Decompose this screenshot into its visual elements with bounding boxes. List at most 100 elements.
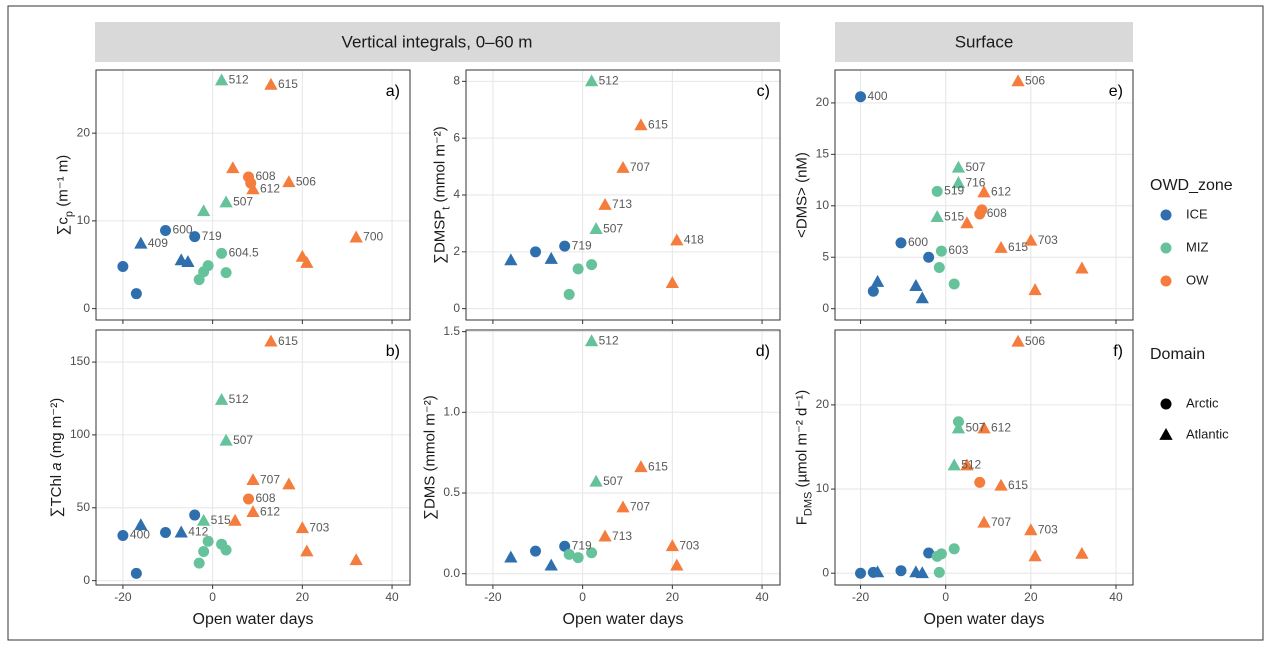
- point: [1011, 334, 1025, 347]
- point: [202, 260, 214, 272]
- point-label: 716: [965, 175, 985, 189]
- x-tick-label: 40: [755, 590, 769, 604]
- y-axis-label-part: <DMS> (nM): [794, 152, 811, 238]
- point-label: 713: [612, 197, 632, 211]
- point: [1075, 546, 1089, 559]
- point-label: 604.5: [229, 246, 259, 260]
- point-label: 612: [991, 421, 1011, 435]
- point-label: 515: [211, 513, 231, 527]
- y-tick-label: 0: [453, 301, 460, 315]
- x-tick-label: -20: [484, 590, 502, 604]
- point: [634, 118, 648, 131]
- point: [349, 553, 363, 566]
- point: [951, 176, 966, 189]
- point-label: 703: [679, 538, 699, 552]
- point: [586, 547, 598, 559]
- point: [584, 334, 599, 347]
- legend-label: OW: [1186, 272, 1209, 287]
- panel-border: [465, 329, 781, 586]
- y-axis-label: ∑DMSPt (mmol m⁻²): [431, 126, 452, 264]
- point: [563, 288, 575, 300]
- y-axis-label: ∑TChl a (mg m⁻²): [48, 398, 65, 517]
- point: [219, 195, 233, 208]
- point: [948, 278, 960, 290]
- y-axis-label-part: ∑DMS (mmol m⁻²): [421, 395, 438, 519]
- legend-label: ICE: [1186, 206, 1208, 221]
- point: [598, 529, 612, 542]
- panel-border: [95, 69, 411, 321]
- point-label: 703: [309, 520, 329, 534]
- point-label: 512: [599, 74, 619, 88]
- panel-label: b): [386, 343, 400, 360]
- panel-background: [96, 70, 410, 320]
- point-label: 615: [1008, 478, 1028, 492]
- x-tick-label: -20: [852, 590, 870, 604]
- point-label: 615: [648, 459, 668, 473]
- point: [951, 160, 966, 173]
- y-axis-label-part: a: [48, 462, 65, 470]
- point-label: 506: [1025, 73, 1045, 87]
- y-tick-label: 1.5: [443, 324, 460, 338]
- point: [189, 509, 201, 521]
- y-tick-label: 100: [70, 427, 90, 441]
- point-label: 507: [603, 474, 623, 488]
- y-tick-label: 2: [453, 244, 460, 258]
- point: [930, 210, 944, 223]
- point: [134, 518, 148, 531]
- point: [974, 476, 986, 488]
- point: [264, 334, 278, 347]
- point: [349, 230, 363, 243]
- strip-label: Surface: [955, 32, 1014, 51]
- point: [909, 279, 923, 291]
- point: [870, 565, 885, 578]
- point: [246, 182, 260, 195]
- point-label: 603: [948, 243, 968, 257]
- point-label: 612: [260, 181, 280, 195]
- strip: [95, 22, 780, 62]
- point-label: 507: [965, 421, 985, 435]
- x-axis-label: Open water days: [924, 611, 1045, 628]
- point-label: 506: [1025, 334, 1045, 348]
- point: [895, 565, 907, 577]
- point: [589, 474, 603, 487]
- x-tick-label: 20: [666, 590, 680, 604]
- panel-label: a): [386, 83, 400, 100]
- point-label: 507: [965, 160, 985, 174]
- legend-swatch: [1159, 428, 1173, 440]
- point-label: 418: [684, 233, 704, 247]
- point: [197, 204, 211, 217]
- point-label: 515: [944, 209, 964, 223]
- point: [243, 493, 255, 505]
- panel-border: [834, 69, 1134, 321]
- x-tick-label: 40: [385, 590, 399, 604]
- point: [216, 247, 228, 259]
- point: [960, 216, 974, 229]
- x-tick-label: 40: [1109, 590, 1123, 604]
- point-label: 707: [630, 160, 650, 174]
- point-label: 507: [603, 221, 623, 235]
- y-axis-label-part: DMS: [803, 492, 815, 516]
- point: [933, 566, 945, 578]
- point: [198, 545, 210, 557]
- point-label: 400: [130, 528, 150, 542]
- y-tick-label: 10: [77, 213, 91, 227]
- point: [931, 550, 943, 562]
- point-label: 707: [260, 472, 280, 486]
- x-tick-label: 0: [942, 590, 949, 604]
- point: [130, 567, 142, 579]
- point: [295, 521, 309, 534]
- point: [1075, 261, 1089, 274]
- y-axis-label-part: ∑c: [55, 217, 72, 236]
- x-axis-label: Open water days: [193, 611, 314, 628]
- y-axis-label: ∑DMS (mmol m⁻²): [421, 395, 438, 519]
- point: [530, 246, 542, 258]
- point-label: 600: [173, 223, 193, 237]
- point: [134, 236, 148, 249]
- point: [923, 547, 935, 559]
- point: [264, 77, 278, 90]
- point: [589, 222, 603, 234]
- point: [228, 513, 242, 526]
- point-label: 512: [229, 73, 249, 87]
- point: [300, 544, 314, 557]
